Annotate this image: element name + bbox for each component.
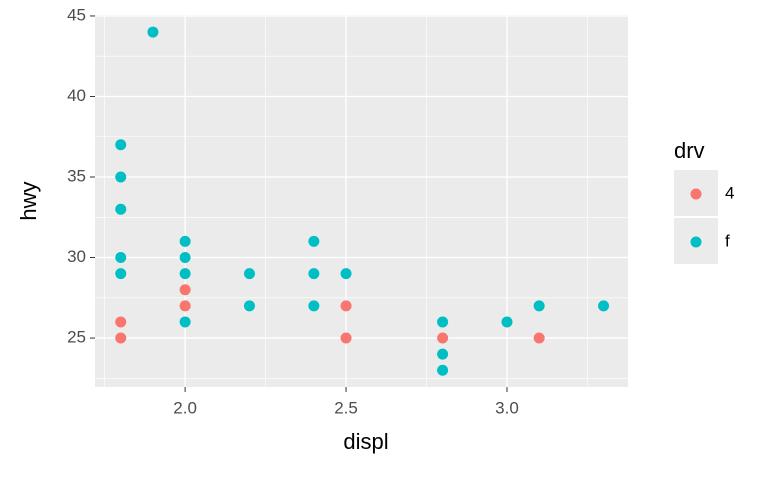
point <box>115 203 127 215</box>
point <box>115 268 127 280</box>
point <box>179 300 191 312</box>
point <box>115 316 127 328</box>
point <box>179 235 191 247</box>
legend-label: f <box>725 231 730 250</box>
point <box>179 316 191 328</box>
point <box>598 300 610 312</box>
y-tick-label: 45 <box>67 5 86 24</box>
point <box>243 300 255 312</box>
point <box>115 252 127 264</box>
y-axis-label: hwy <box>16 181 41 220</box>
y-tick-label: 25 <box>67 328 86 347</box>
point <box>115 139 127 151</box>
point <box>437 364 449 376</box>
point <box>147 26 159 38</box>
legend-marker <box>690 188 702 200</box>
legend-marker <box>690 236 702 248</box>
x-tick-label: 3.0 <box>495 398 519 417</box>
point <box>437 348 449 360</box>
point <box>179 284 191 296</box>
point <box>533 332 545 344</box>
point <box>501 316 513 328</box>
y-tick-label: 35 <box>67 166 86 185</box>
point <box>308 300 320 312</box>
point <box>243 268 255 280</box>
point <box>340 332 352 344</box>
y-tick-label: 30 <box>67 247 86 266</box>
point <box>308 235 320 247</box>
panel <box>95 15 628 387</box>
point <box>115 332 127 344</box>
point <box>115 171 127 183</box>
point <box>533 300 545 312</box>
legend-label: 4 <box>725 183 734 202</box>
point <box>179 268 191 280</box>
x-axis-label: displ <box>343 429 388 454</box>
x-tick-label: 2.5 <box>334 398 358 417</box>
point <box>340 268 352 280</box>
point <box>308 268 320 280</box>
point <box>437 316 449 328</box>
point <box>179 252 191 264</box>
y-tick-label: 40 <box>67 86 86 105</box>
x-tick-label: 2.0 <box>173 398 197 417</box>
point <box>437 332 449 344</box>
legend-title: drv <box>674 138 705 163</box>
point <box>340 300 352 312</box>
